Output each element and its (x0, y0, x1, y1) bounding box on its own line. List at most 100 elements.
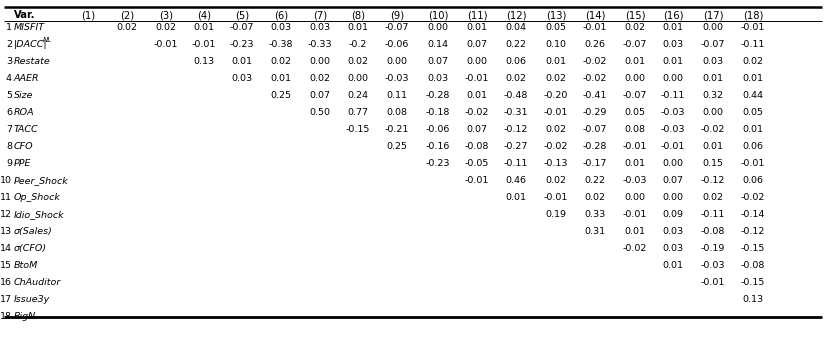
Text: -0.03: -0.03 (384, 74, 409, 83)
Text: 0.04: 0.04 (505, 23, 526, 32)
Text: NL: NL (43, 37, 52, 43)
Text: 0.25: 0.25 (386, 142, 407, 151)
Text: (16): (16) (662, 10, 682, 20)
Text: 0.05: 0.05 (545, 23, 566, 32)
Text: 0.00: 0.00 (701, 23, 723, 32)
Text: 0.50: 0.50 (309, 108, 330, 117)
Text: 0.03: 0.03 (701, 57, 723, 66)
Text: -0.01: -0.01 (622, 142, 647, 151)
Text: -0.02: -0.02 (700, 125, 724, 134)
Text: 0.08: 0.08 (386, 108, 407, 117)
Text: 8: 8 (6, 142, 12, 151)
Text: 0.00: 0.00 (347, 74, 368, 83)
Text: 0.03: 0.03 (662, 40, 683, 49)
Text: 0.06: 0.06 (742, 176, 763, 185)
Text: -0.01: -0.01 (660, 142, 685, 151)
Text: 0.24: 0.24 (347, 91, 368, 100)
Text: (14): (14) (584, 10, 604, 20)
Text: Size: Size (14, 91, 33, 100)
Text: 4: 4 (6, 74, 12, 83)
Text: -0.08: -0.08 (465, 142, 489, 151)
Text: -0.33: -0.33 (307, 40, 332, 49)
Text: (1): (1) (81, 10, 95, 20)
Text: 0.00: 0.00 (623, 74, 645, 83)
Text: BigN: BigN (14, 312, 36, 321)
Text: -0.2: -0.2 (349, 40, 367, 49)
Text: -0.01: -0.01 (465, 74, 489, 83)
Text: 14: 14 (0, 244, 12, 253)
Text: -0.06: -0.06 (426, 125, 450, 134)
Text: 0.03: 0.03 (270, 23, 291, 32)
Text: -0.01: -0.01 (543, 108, 567, 117)
Text: -0.28: -0.28 (426, 91, 450, 100)
Text: -0.01: -0.01 (191, 40, 216, 49)
Text: 0.02: 0.02 (309, 74, 330, 83)
Text: 0.14: 0.14 (427, 40, 448, 49)
Text: -0.02: -0.02 (622, 244, 647, 253)
Text: -0.23: -0.23 (426, 159, 450, 168)
Text: 0.01: 0.01 (231, 57, 253, 66)
Text: 1: 1 (6, 23, 12, 32)
Text: -0.15: -0.15 (345, 125, 370, 134)
Text: σ(CFO): σ(CFO) (14, 244, 47, 253)
Text: 0.07: 0.07 (427, 57, 448, 66)
Text: 0.01: 0.01 (623, 159, 645, 168)
Text: 0.01: 0.01 (545, 57, 566, 66)
Text: Op_Shock: Op_Shock (14, 193, 60, 202)
Text: 0.19: 0.19 (545, 210, 566, 219)
Text: -0.11: -0.11 (700, 210, 724, 219)
Text: (18): (18) (742, 10, 763, 20)
Text: 16: 16 (0, 278, 12, 287)
Text: 0.03: 0.03 (662, 227, 683, 236)
Text: -0.02: -0.02 (582, 74, 606, 83)
Text: -0.27: -0.27 (503, 142, 527, 151)
Text: -0.01: -0.01 (543, 193, 567, 202)
Text: (4): (4) (197, 10, 211, 20)
Text: 0.01: 0.01 (505, 193, 526, 202)
Text: 0.02: 0.02 (545, 176, 566, 185)
Text: -0.07: -0.07 (229, 23, 254, 32)
Text: 7: 7 (6, 125, 12, 134)
Text: -0.16: -0.16 (426, 142, 450, 151)
Text: -0.03: -0.03 (622, 176, 647, 185)
Text: PPE: PPE (14, 159, 31, 168)
Text: 0.10: 0.10 (545, 40, 566, 49)
Text: (10): (10) (427, 10, 448, 20)
Text: 0.01: 0.01 (270, 74, 291, 83)
Text: (17): (17) (702, 10, 722, 20)
Text: -0.23: -0.23 (229, 40, 254, 49)
Text: -0.13: -0.13 (543, 159, 567, 168)
Text: -0.12: -0.12 (700, 176, 724, 185)
Text: -0.21: -0.21 (384, 125, 409, 134)
Text: 0.07: 0.07 (466, 40, 487, 49)
Text: 0.01: 0.01 (742, 74, 763, 83)
Text: 0.00: 0.00 (309, 57, 330, 66)
Text: 0.02: 0.02 (545, 74, 566, 83)
Text: 0.02: 0.02 (270, 57, 291, 66)
Text: 0.03: 0.03 (427, 74, 448, 83)
Text: -0.19: -0.19 (700, 244, 724, 253)
Text: 0.00: 0.00 (662, 193, 682, 202)
Text: (5): (5) (234, 10, 248, 20)
Text: -0.17: -0.17 (582, 159, 606, 168)
Text: (11): (11) (466, 10, 487, 20)
Text: (3): (3) (159, 10, 173, 20)
Text: 0.33: 0.33 (584, 210, 605, 219)
Text: 0.22: 0.22 (505, 40, 526, 49)
Text: 0.02: 0.02 (505, 74, 526, 83)
Text: 0.13: 0.13 (742, 295, 763, 304)
Text: 0.02: 0.02 (117, 23, 137, 32)
Text: ChAuditor: ChAuditor (14, 278, 61, 287)
Text: -0.01: -0.01 (154, 40, 178, 49)
Text: Var.: Var. (14, 10, 36, 20)
Text: -0.15: -0.15 (740, 278, 764, 287)
Text: 0.09: 0.09 (662, 210, 682, 219)
Text: 0.07: 0.07 (309, 91, 330, 100)
Text: -0.06: -0.06 (384, 40, 409, 49)
Text: 3: 3 (6, 57, 12, 66)
Text: 9: 9 (6, 159, 12, 168)
Text: -0.08: -0.08 (700, 227, 724, 236)
Text: -0.03: -0.03 (660, 108, 685, 117)
Text: 0.00: 0.00 (386, 57, 407, 66)
Text: 18: 18 (0, 312, 12, 321)
